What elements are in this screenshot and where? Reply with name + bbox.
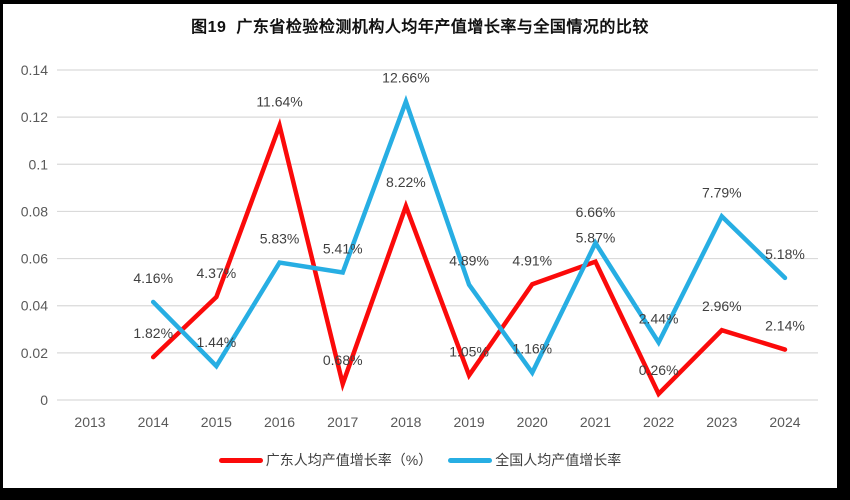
legend-item-national: 全国人均产值增长率 — [448, 450, 621, 470]
legend-label-guangdong: 广东人均产值增长率（%） — [265, 452, 433, 468]
legend-swatch-guangdong — [218, 457, 263, 463]
series-line-national — [150, 94, 788, 378]
data-label-guangdong: 4.37% — [197, 265, 237, 281]
data-label-guangdong: 0.68% — [323, 352, 363, 368]
data-label-national: 1.16% — [512, 341, 552, 357]
data-label-national: 5.18% — [765, 246, 805, 262]
x-axis-tick-label: 2014 — [138, 414, 169, 430]
x-axis-tick-label: 2022 — [643, 414, 674, 430]
legend-item-guangdong: 广东人均产值增长率（%） — [218, 450, 433, 470]
y-axis-tick-label: 0 — [40, 392, 48, 408]
y-axis-tick-label: 0.14 — [21, 62, 48, 78]
data-label-guangdong: 8.22% — [386, 174, 426, 190]
x-axis-tick-label: 2021 — [580, 414, 611, 430]
y-axis-tick-label: 0.08 — [21, 203, 48, 219]
y-axis-tick-label: 0.04 — [21, 298, 48, 314]
x-axis-tick-label: 2019 — [454, 414, 485, 430]
data-label-guangdong: 2.96% — [702, 298, 742, 314]
x-axis-tick-label: 2013 — [74, 414, 105, 430]
x-axis-tick-label: 2020 — [517, 414, 548, 430]
data-label-national: 5.41% — [323, 240, 363, 256]
x-axis-tick-label: 2018 — [390, 414, 421, 430]
y-axis-tick-label: 0.06 — [21, 251, 48, 267]
data-label-guangdong: 1.05% — [449, 343, 489, 359]
series-line-guangdong — [150, 117, 788, 398]
data-label-national: 4.89% — [449, 253, 489, 269]
x-axis-tick-label: 2023 — [706, 414, 737, 430]
chart-canvas: 图19 广东省检验检测机构人均年产值增长率与全国情况的比较 0 0.02 0.04 0… — [3, 4, 837, 488]
x-axis-tick-label: 2016 — [264, 414, 295, 430]
data-label-guangdong: 5.87% — [576, 230, 616, 246]
data-label-national: 12.66% — [382, 70, 429, 86]
y-axis-tick-label: 0.02 — [21, 345, 48, 361]
data-label-guangdong: 4.91% — [512, 252, 552, 268]
data-label-guangdong: 0.26% — [639, 362, 679, 378]
chart-title: 图19 广东省检验检测机构人均年产值增长率与全国情况的比较 — [191, 19, 649, 36]
legend-swatch-national — [448, 457, 493, 463]
data-label-guangdong: 1.82% — [133, 325, 173, 341]
y-axis-tick-label: 0.12 — [21, 109, 48, 125]
x-axis-tick-label: 2017 — [327, 414, 358, 430]
x-axis-tick-label: 2015 — [201, 414, 232, 430]
data-label-national: 7.79% — [702, 184, 742, 200]
chart-legend: 广东人均产值增长率（%） 全国人均产值增长率 — [3, 450, 837, 470]
data-label-guangdong: 2.14% — [765, 318, 805, 334]
x-axis-tick-label: 2024 — [769, 414, 800, 430]
data-label-guangdong: 11.64% — [256, 94, 302, 110]
data-label-national: 6.66% — [576, 204, 616, 220]
legend-label-national: 全国人均产值增长率 — [495, 452, 622, 468]
y-axis-tick-label: 0.1 — [29, 156, 49, 172]
line-chart: 0 0.02 0.04 0.06 0.08 0.1 0.12 0.14 2013 2014 2015… — [21, 62, 818, 430]
data-label-national: 1.44% — [197, 334, 237, 350]
data-label-national: 4.16% — [133, 270, 173, 286]
data-label-national: 5.83% — [260, 231, 300, 247]
data-label-national: 2.44% — [639, 310, 679, 326]
